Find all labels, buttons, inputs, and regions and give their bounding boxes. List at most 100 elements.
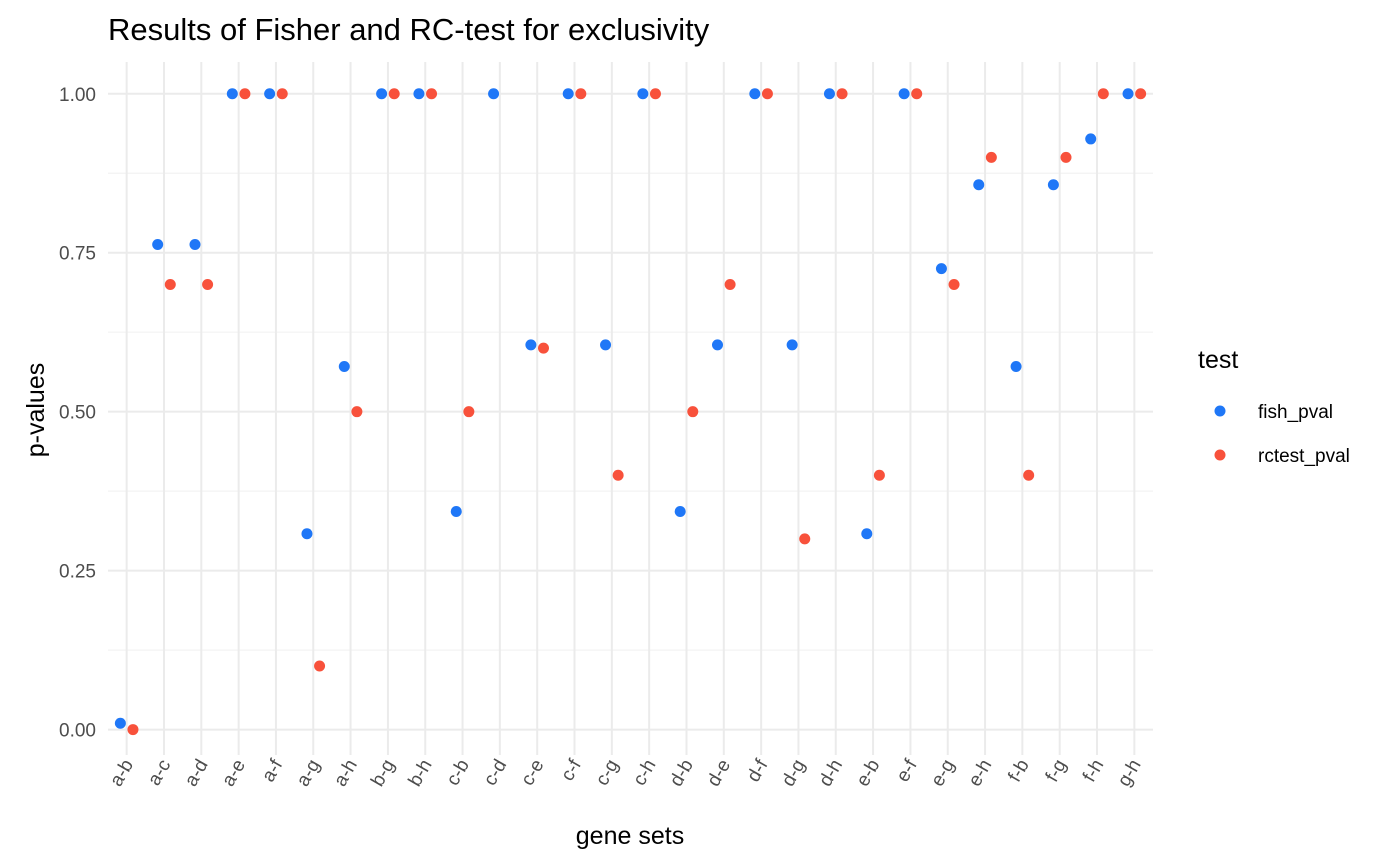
point-rctest-pval xyxy=(724,279,736,291)
point-fish-pval xyxy=(450,505,462,517)
x-tick-label: d-f xyxy=(743,755,773,785)
point-rctest-pval xyxy=(799,533,811,545)
point-fish-pval xyxy=(1047,179,1059,191)
x-tick-label: c-h xyxy=(629,756,660,789)
point-fish-pval xyxy=(600,339,612,351)
point-fish-pval xyxy=(823,88,835,100)
point-rctest-pval xyxy=(1023,469,1035,481)
x-tick-label: c-e xyxy=(517,756,548,789)
point-fish-pval xyxy=(749,88,761,100)
legend: test fish_pval rctest_pval xyxy=(1198,346,1350,467)
chart-title: Results of Fisher and RC-test for exclus… xyxy=(108,12,710,47)
legend-key-rctest-pval xyxy=(1214,449,1226,461)
x-tick-label: f-b xyxy=(1004,756,1033,786)
point-rctest-pval xyxy=(911,88,923,100)
point-rctest-pval xyxy=(836,88,848,100)
point-rctest-pval xyxy=(575,88,587,100)
point-rctest-pval xyxy=(351,406,363,418)
x-tick-label: d-b xyxy=(666,756,698,790)
x-tick-label: a-d xyxy=(181,756,213,790)
point-rctest-pval xyxy=(239,88,251,100)
legend-title: test xyxy=(1198,346,1238,374)
point-fish-pval xyxy=(376,88,388,100)
y-tick-label: 0.25 xyxy=(59,562,96,583)
point-fish-pval xyxy=(861,528,873,540)
x-tick-label: b-h xyxy=(405,756,437,790)
y-tick-label: 0.50 xyxy=(59,403,96,424)
point-rctest-pval xyxy=(649,88,661,100)
point-fish-pval xyxy=(637,88,649,100)
y-axis-title: p-values xyxy=(22,363,50,458)
point-fish-pval xyxy=(264,88,276,100)
point-rctest-pval xyxy=(388,88,400,100)
x-tick-label: f-g xyxy=(1042,756,1071,786)
x-tick-label: d-e xyxy=(703,756,735,790)
legend-label-fish-pval: fish_pval xyxy=(1258,402,1333,423)
point-fish-pval xyxy=(413,88,425,100)
point-rctest-pval xyxy=(1135,88,1147,100)
x-tick-label: c-f xyxy=(557,755,586,784)
x-tick-label: a-h xyxy=(330,756,362,790)
point-rctest-pval xyxy=(426,88,438,100)
x-tick-label: e-b xyxy=(852,756,884,790)
point-rctest-pval xyxy=(202,279,214,291)
x-tick-label: e-h xyxy=(964,756,996,790)
point-rctest-pval xyxy=(948,279,960,291)
x-tick-label: c-g xyxy=(592,756,623,789)
x-tick-label: c-b xyxy=(442,756,473,789)
point-fish-pval xyxy=(488,88,500,100)
x-tick-label: g-h xyxy=(1114,756,1146,790)
point-fish-pval xyxy=(226,88,238,100)
point-rctest-pval xyxy=(1060,151,1072,163)
point-fish-pval xyxy=(1122,88,1134,100)
x-tick-label: a-f xyxy=(258,755,288,785)
x-tick-label: d-h xyxy=(815,756,847,790)
point-fish-pval xyxy=(189,238,201,250)
x-tick-label: c-d xyxy=(480,756,511,789)
y-tick-label: 1.00 xyxy=(59,85,96,106)
point-rctest-pval xyxy=(1097,88,1109,100)
point-fish-pval xyxy=(114,717,126,729)
point-rctest-pval xyxy=(127,724,139,736)
x-axis-title: gene sets xyxy=(576,822,684,850)
x-tick-label: e-g xyxy=(927,756,959,790)
point-rctest-pval xyxy=(761,88,773,100)
x-tick-label: b-g xyxy=(367,756,399,790)
y-tick-label: 0.00 xyxy=(59,721,96,742)
tick-labels: 0.00 0.25 0.50 0.75 1.00 a-b a-c a-d a-e a-f a-g a-… xyxy=(59,85,1146,790)
point-fish-pval xyxy=(712,339,724,351)
x-tick-label: a-c xyxy=(144,756,175,789)
point-rctest-pval xyxy=(164,279,176,291)
point-rctest-pval xyxy=(985,151,997,163)
point-rctest-pval xyxy=(873,469,885,481)
x-tick-label: a-g xyxy=(293,756,325,790)
point-rctest-pval xyxy=(463,406,475,418)
point-rctest-pval xyxy=(314,660,326,672)
point-rctest-pval xyxy=(612,469,624,481)
point-fish-pval xyxy=(786,339,798,351)
grid xyxy=(108,62,1153,755)
legend-label-rctest-pval: rctest_pval xyxy=(1258,446,1350,467)
point-fish-pval xyxy=(1085,133,1097,145)
point-fish-pval xyxy=(562,88,574,100)
point-fish-pval xyxy=(1010,361,1022,373)
data-points xyxy=(114,88,1147,736)
point-rctest-pval xyxy=(276,88,288,100)
point-rctest-pval xyxy=(687,406,699,418)
point-fish-pval xyxy=(674,505,686,517)
x-tick-label: a-b xyxy=(106,756,138,790)
point-fish-pval xyxy=(973,179,985,191)
x-tick-label: e-f xyxy=(892,755,922,785)
point-fish-pval xyxy=(338,361,350,373)
legend-key-fish-pval xyxy=(1214,405,1226,417)
x-tick-label: a-e xyxy=(218,756,250,790)
point-fish-pval xyxy=(152,238,164,250)
y-tick-label: 0.75 xyxy=(59,244,96,265)
point-fish-pval xyxy=(301,528,313,540)
point-fish-pval xyxy=(935,263,947,275)
x-tick-label: f-h xyxy=(1079,756,1108,786)
point-rctest-pval xyxy=(537,342,549,354)
point-fish-pval xyxy=(525,339,537,351)
point-fish-pval xyxy=(898,88,910,100)
